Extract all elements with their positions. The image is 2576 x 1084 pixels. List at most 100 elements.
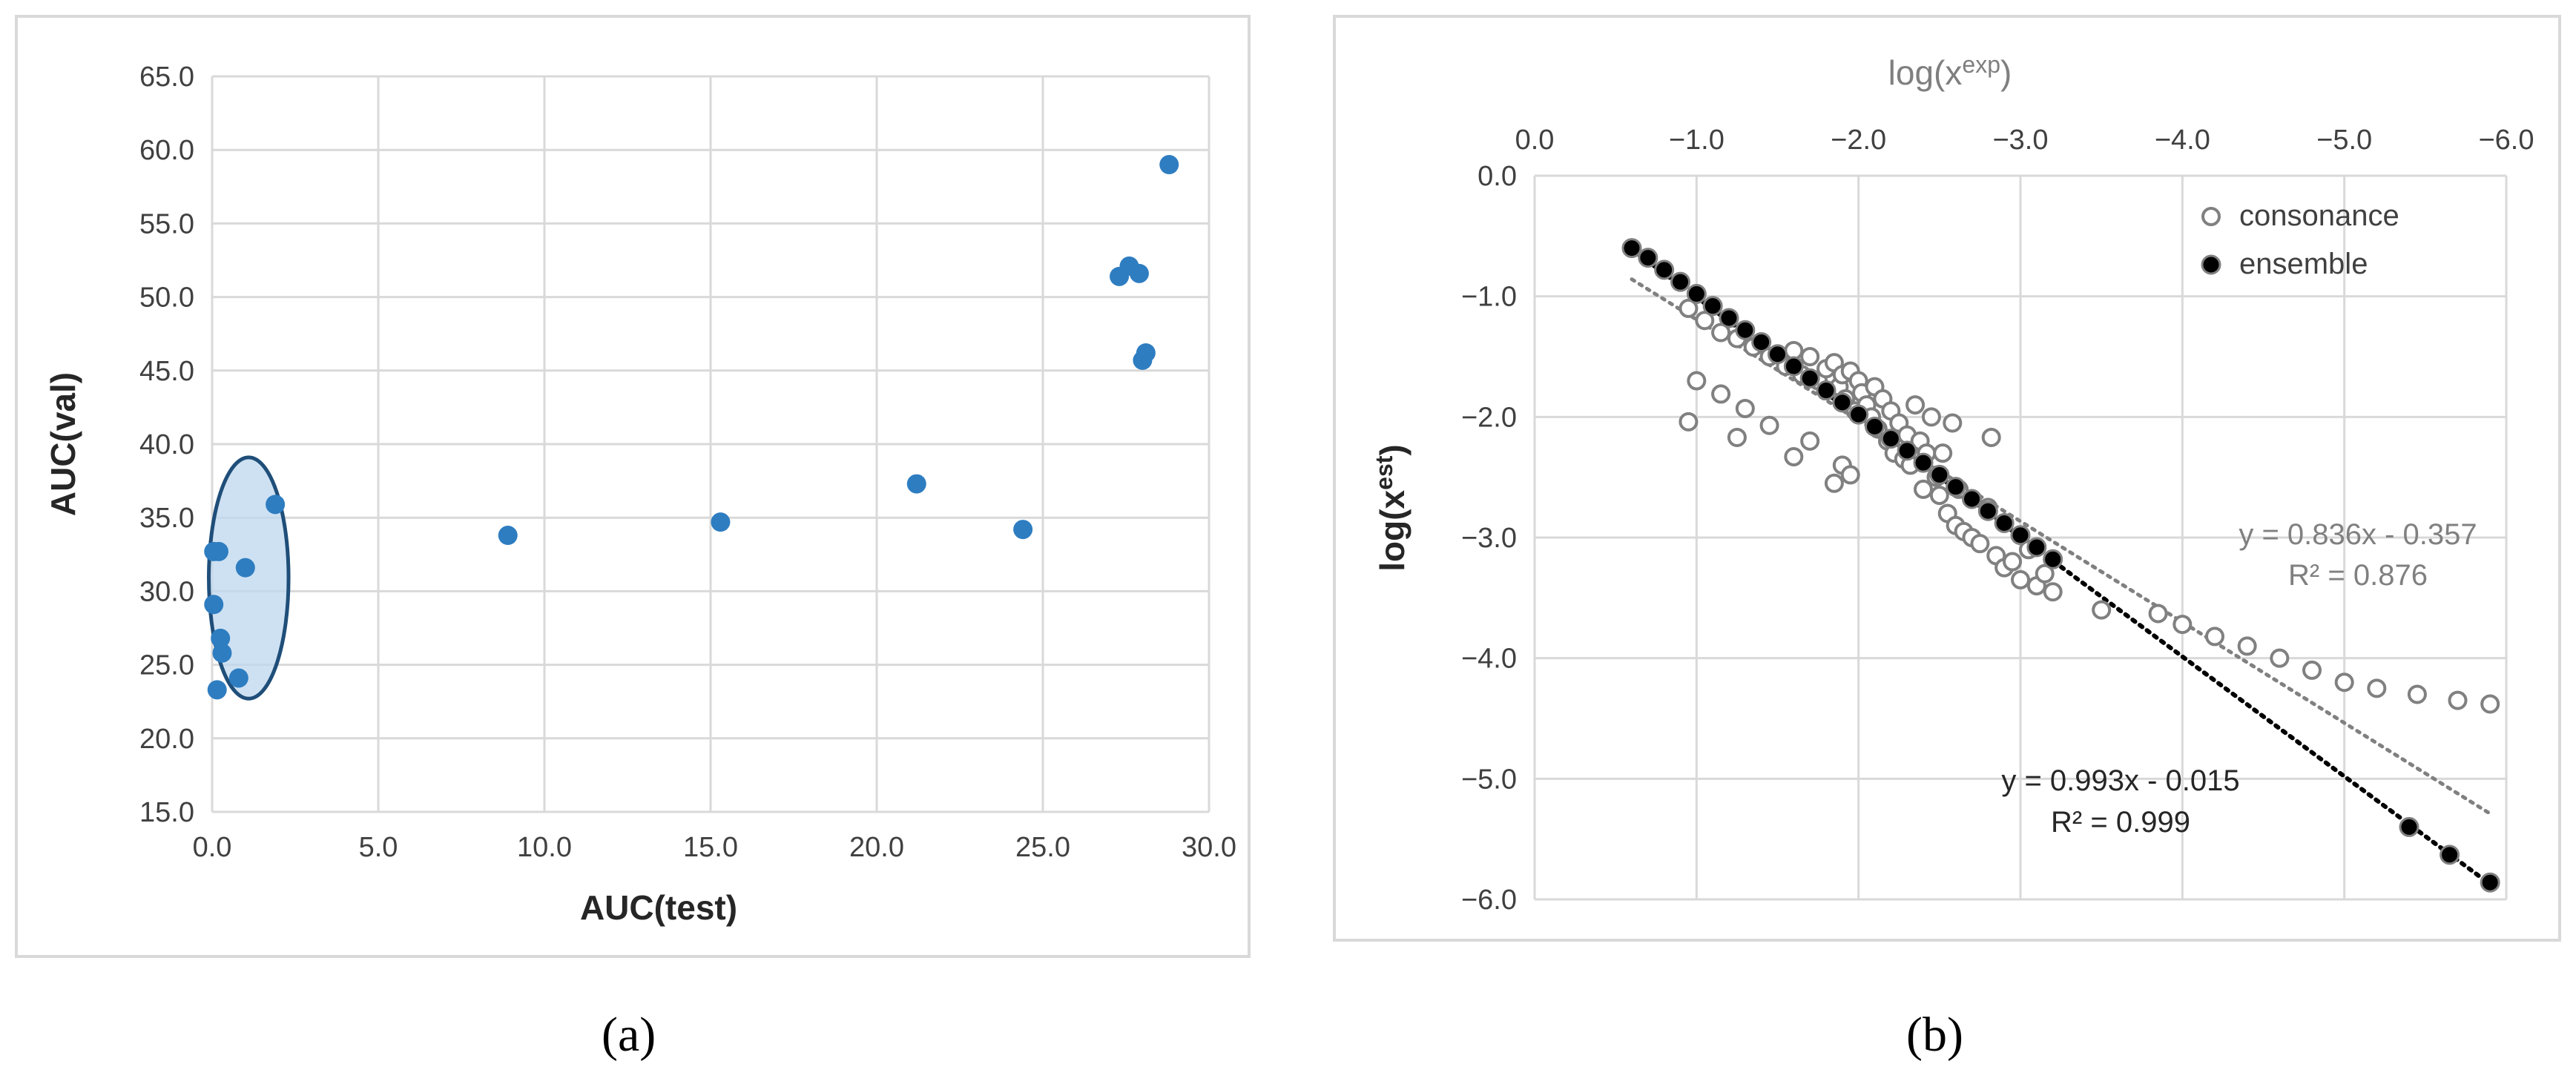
consonance-point [1840, 465, 1860, 485]
y-tick-label: 60.0 [139, 135, 194, 166]
data-point [906, 474, 926, 494]
consonance-point [1981, 427, 2001, 447]
ensemble-equation: y = 0.993x - 0.015 [2001, 764, 2239, 797]
data-point [207, 680, 227, 700]
y-tick-label: 65.0 [139, 62, 194, 93]
consonance-point [2035, 564, 2055, 584]
consonance-r2: R² = 0.876 [2288, 559, 2428, 592]
chart-a-panel: 0.0 5.0 10.0 15.0 20.0 25.0 30.0 15.0 20.0 25.0 30… [15, 15, 1251, 958]
consonance-point [2205, 627, 2224, 647]
consonance-point [2148, 604, 2168, 624]
y-tick-label: 45.0 [139, 356, 194, 387]
ensemble-point [1880, 429, 1901, 449]
data-point [266, 495, 286, 515]
chart-a-plot: 0.0 5.0 10.0 15.0 20.0 25.0 30.0 15.0 20.0 25.0 30… [44, 62, 1236, 927]
y-tick-label: −5.0 [1461, 764, 1517, 795]
consonance-trendline [1630, 277, 2492, 816]
consonance-point [2480, 694, 2500, 714]
chart-b-caption: (b) [1906, 1008, 1963, 1062]
consonance-point [1759, 415, 1779, 435]
ensemble-point [1686, 283, 1707, 304]
data-point [1133, 350, 1153, 370]
ensemble-point [2043, 549, 2063, 569]
consonance-point [2011, 569, 2030, 589]
consonance-point [2173, 615, 2193, 635]
x-tick-label: 0.0 [1515, 125, 1555, 156]
y-tick-label: 0.0 [1478, 161, 1517, 192]
data-point [498, 526, 518, 546]
consonance-point [2043, 582, 2063, 602]
consonance-point [1711, 384, 1731, 404]
y-tick-label: −6.0 [1461, 885, 1517, 916]
x-axis-title: log(xexp) [1888, 51, 2012, 92]
consonance-point [1800, 347, 1820, 366]
x-tick-label: 0.0 [193, 832, 232, 863]
x-tick-label: −1.0 [1669, 125, 1725, 156]
consonance-point [1824, 473, 1844, 493]
x-tick-label: 10.0 [517, 832, 572, 863]
ensemble-point [1783, 356, 1804, 377]
consonance-point [1921, 407, 1941, 427]
consonance-point [1695, 311, 1715, 331]
ensemble-point [1735, 320, 1756, 340]
ensemble-point [1913, 452, 1934, 473]
consonance-point [1970, 534, 1990, 554]
consonance-point [1679, 298, 1699, 318]
x-tick-label: −5.0 [2316, 125, 2372, 156]
legend-ensemble-marker [2201, 254, 2221, 275]
ensemble-point [1848, 404, 1869, 425]
ensemble-r2: R² = 0.999 [2051, 806, 2190, 839]
consonance-point [2302, 660, 2322, 680]
x-tick-label: 30.0 [1182, 832, 1236, 863]
y-tick-label: 40.0 [139, 429, 194, 460]
y-tick-label: 25.0 [139, 650, 194, 681]
ensemble-point [2440, 845, 2460, 865]
consonance-point [2367, 678, 2387, 698]
ensemble-point [1832, 392, 1853, 413]
consonance-point [1929, 486, 1949, 506]
data-point [208, 541, 228, 561]
x-tick-label: 25.0 [1015, 832, 1070, 863]
x-tick-label: 15.0 [683, 832, 738, 863]
legend-consonance-marker [2201, 207, 2221, 226]
ensemble-point [1799, 368, 1820, 389]
consonance-point [1800, 431, 1820, 451]
y-tick-label: 35.0 [139, 503, 194, 534]
data-point [1013, 520, 1033, 540]
data-point [211, 628, 231, 648]
y-tick-label: 15.0 [139, 797, 194, 828]
data-point [204, 595, 224, 615]
ensemble-point [2026, 537, 2047, 558]
x-tick-label: −3.0 [1992, 125, 2048, 156]
consonance-point [1711, 323, 1731, 343]
consonance-point [2237, 636, 2257, 656]
chart-a-caption: (a) [602, 1008, 656, 1062]
data-point [1129, 263, 1149, 283]
data-point [235, 558, 255, 578]
legend-consonance-label: consonance [2239, 199, 2399, 232]
ensemble-point [1994, 512, 2015, 533]
ensemble-point [1702, 296, 1723, 317]
consonance-point [1914, 479, 1933, 499]
ensemble-point [1621, 238, 1642, 259]
consonance-point [1687, 371, 1707, 391]
ensemble-point [1929, 464, 1950, 485]
consonance-point [2003, 552, 2023, 572]
consonance-point [2448, 690, 2468, 710]
ensemble-point [1962, 489, 1982, 509]
x-tick-label: −4.0 [2155, 125, 2210, 156]
y-tick-label: −4.0 [1461, 644, 1517, 675]
y-tick-label: −3.0 [1461, 523, 1517, 554]
ensemble-point [1751, 331, 1772, 352]
consonance-point [1905, 395, 1926, 415]
ensemble-point [2480, 872, 2500, 893]
y-tick-label: 50.0 [139, 282, 194, 314]
ensemble-point [1768, 344, 1788, 365]
y-tick-label: 30.0 [139, 576, 194, 607]
ensemble-point [1865, 416, 1885, 437]
consonance-point [1727, 427, 1747, 447]
consonance-point [2334, 672, 2354, 693]
y-tick-label: −1.0 [1461, 282, 1517, 313]
y-axis-title: log(xest) [1371, 444, 1411, 571]
consonance-point [1943, 413, 1963, 433]
